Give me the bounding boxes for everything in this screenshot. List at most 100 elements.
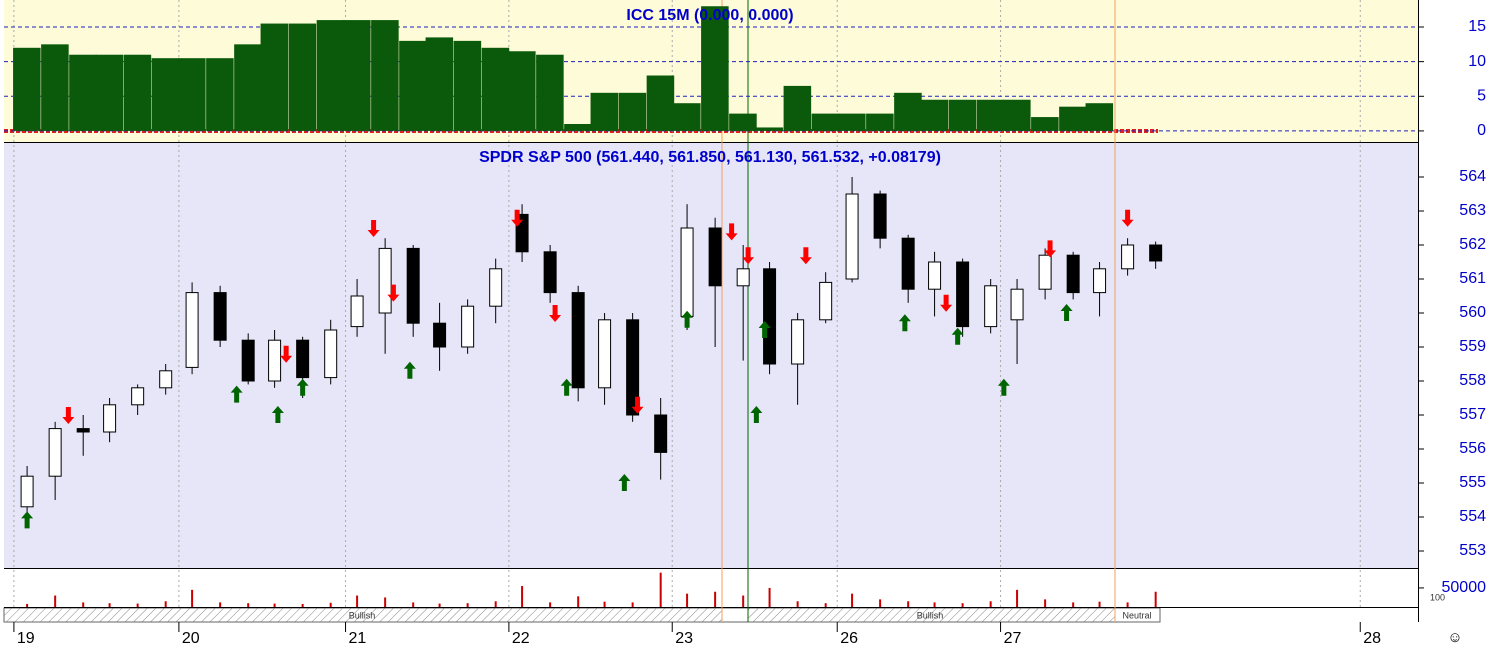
volume-bar (521, 586, 524, 607)
sell-arrow (549, 305, 562, 322)
buy-arrow (898, 314, 911, 332)
x-tick-label: 26 (840, 630, 858, 647)
candle-body (543, 251, 557, 294)
candle-body (819, 281, 833, 321)
icc-bar (206, 58, 234, 131)
icc-bar (1031, 117, 1059, 131)
icc-bar (316, 20, 345, 131)
volume-bar (714, 591, 717, 607)
sell-arrow (725, 223, 738, 241)
y-tick-label: 50000 (1442, 579, 1487, 596)
volume-bar (329, 602, 332, 607)
sell-arrow (387, 284, 400, 302)
candle-body (571, 292, 585, 389)
volume-bar (1154, 591, 1157, 607)
volume-bar (961, 603, 964, 607)
smiley-icon[interactable]: ☺ (1447, 629, 1462, 646)
sell-arrow (1121, 209, 1134, 227)
regime-gap (721, 607, 749, 623)
volume-bar (26, 603, 29, 607)
candle-body (159, 370, 173, 389)
candle-body (324, 329, 338, 379)
icc-bar (646, 75, 675, 131)
icc-bar (729, 113, 757, 131)
candle-body (901, 237, 915, 290)
x-tick-label: 28 (1363, 630, 1381, 647)
icc-bar (178, 58, 206, 131)
buy-arrow (1060, 304, 1073, 321)
volume-bar (1072, 602, 1075, 607)
volume-bar (1126, 602, 1129, 607)
icc-bar (481, 47, 510, 131)
candle-body (20, 475, 34, 508)
volume-bar (164, 601, 167, 607)
y-tick-label: 10 (1468, 53, 1486, 70)
buy-arrow (618, 474, 631, 491)
icc-bar (151, 58, 180, 131)
sell-arrow (940, 294, 953, 312)
icc-bar (41, 44, 69, 131)
volume-bar (907, 601, 910, 607)
x-tick-label: 19 (17, 630, 35, 647)
buy-arrow (296, 378, 309, 396)
candle-body (736, 268, 750, 287)
candle-body (489, 268, 503, 307)
icc-bar (425, 37, 454, 131)
icc-bar (866, 113, 894, 131)
candle-body (598, 319, 612, 389)
y-tick-label: 555 (1459, 474, 1486, 491)
y-tick-label: 553 (1459, 542, 1486, 559)
volume-bar (742, 595, 745, 607)
candle-body (296, 339, 310, 379)
icc-bar (288, 23, 317, 131)
candle-body (984, 285, 998, 328)
icc-bar (701, 6, 729, 131)
price-title: SPDR S&P 500 (561.440, 561.850, 561.130,… (479, 149, 941, 166)
volume-bar (219, 602, 222, 607)
y-tick-label: 561 (1459, 270, 1486, 287)
sell-arrow (62, 407, 75, 424)
sell-arrow (742, 247, 755, 265)
candle-body (213, 292, 227, 341)
volume-bar (603, 601, 606, 607)
icc-bar (948, 99, 977, 131)
x-tick-label: 22 (512, 630, 530, 647)
volume-bar (768, 587, 771, 607)
volume-bar (824, 603, 827, 607)
buy-arrow (681, 310, 694, 328)
candle-body (708, 227, 722, 287)
candle-body (873, 193, 887, 239)
candle-body (1038, 254, 1052, 290)
volume-bar (438, 603, 441, 607)
volume-bar (82, 602, 85, 607)
volume-bar (466, 603, 469, 607)
volume-bar (577, 596, 580, 607)
buy-arrow (403, 361, 416, 379)
sell-arrow (511, 209, 524, 227)
icc-bar (976, 99, 1005, 131)
icc-bar (894, 92, 922, 131)
candle-body (1010, 288, 1024, 321)
icc-bar (1059, 106, 1087, 131)
icc-bar (590, 92, 619, 131)
icc-bar (564, 123, 592, 131)
y-tick-label: 564 (1459, 168, 1486, 185)
icc-bar (838, 113, 866, 131)
candle-body (241, 339, 255, 382)
sell-arrow (631, 396, 644, 414)
sell-arrow (280, 345, 293, 363)
x-tick-label: 20 (182, 630, 200, 647)
volume-bar (54, 595, 57, 607)
volume-bar (989, 601, 992, 607)
candle-body (956, 261, 970, 328)
icc-bar (95, 54, 124, 131)
icc-bar (371, 20, 399, 131)
candle-body (1149, 244, 1163, 262)
volume-bar (108, 603, 111, 607)
x-tick-label: 23 (675, 630, 693, 647)
candle-body (433, 322, 447, 348)
volume-bar (851, 593, 854, 607)
icc-bar (13, 47, 41, 131)
